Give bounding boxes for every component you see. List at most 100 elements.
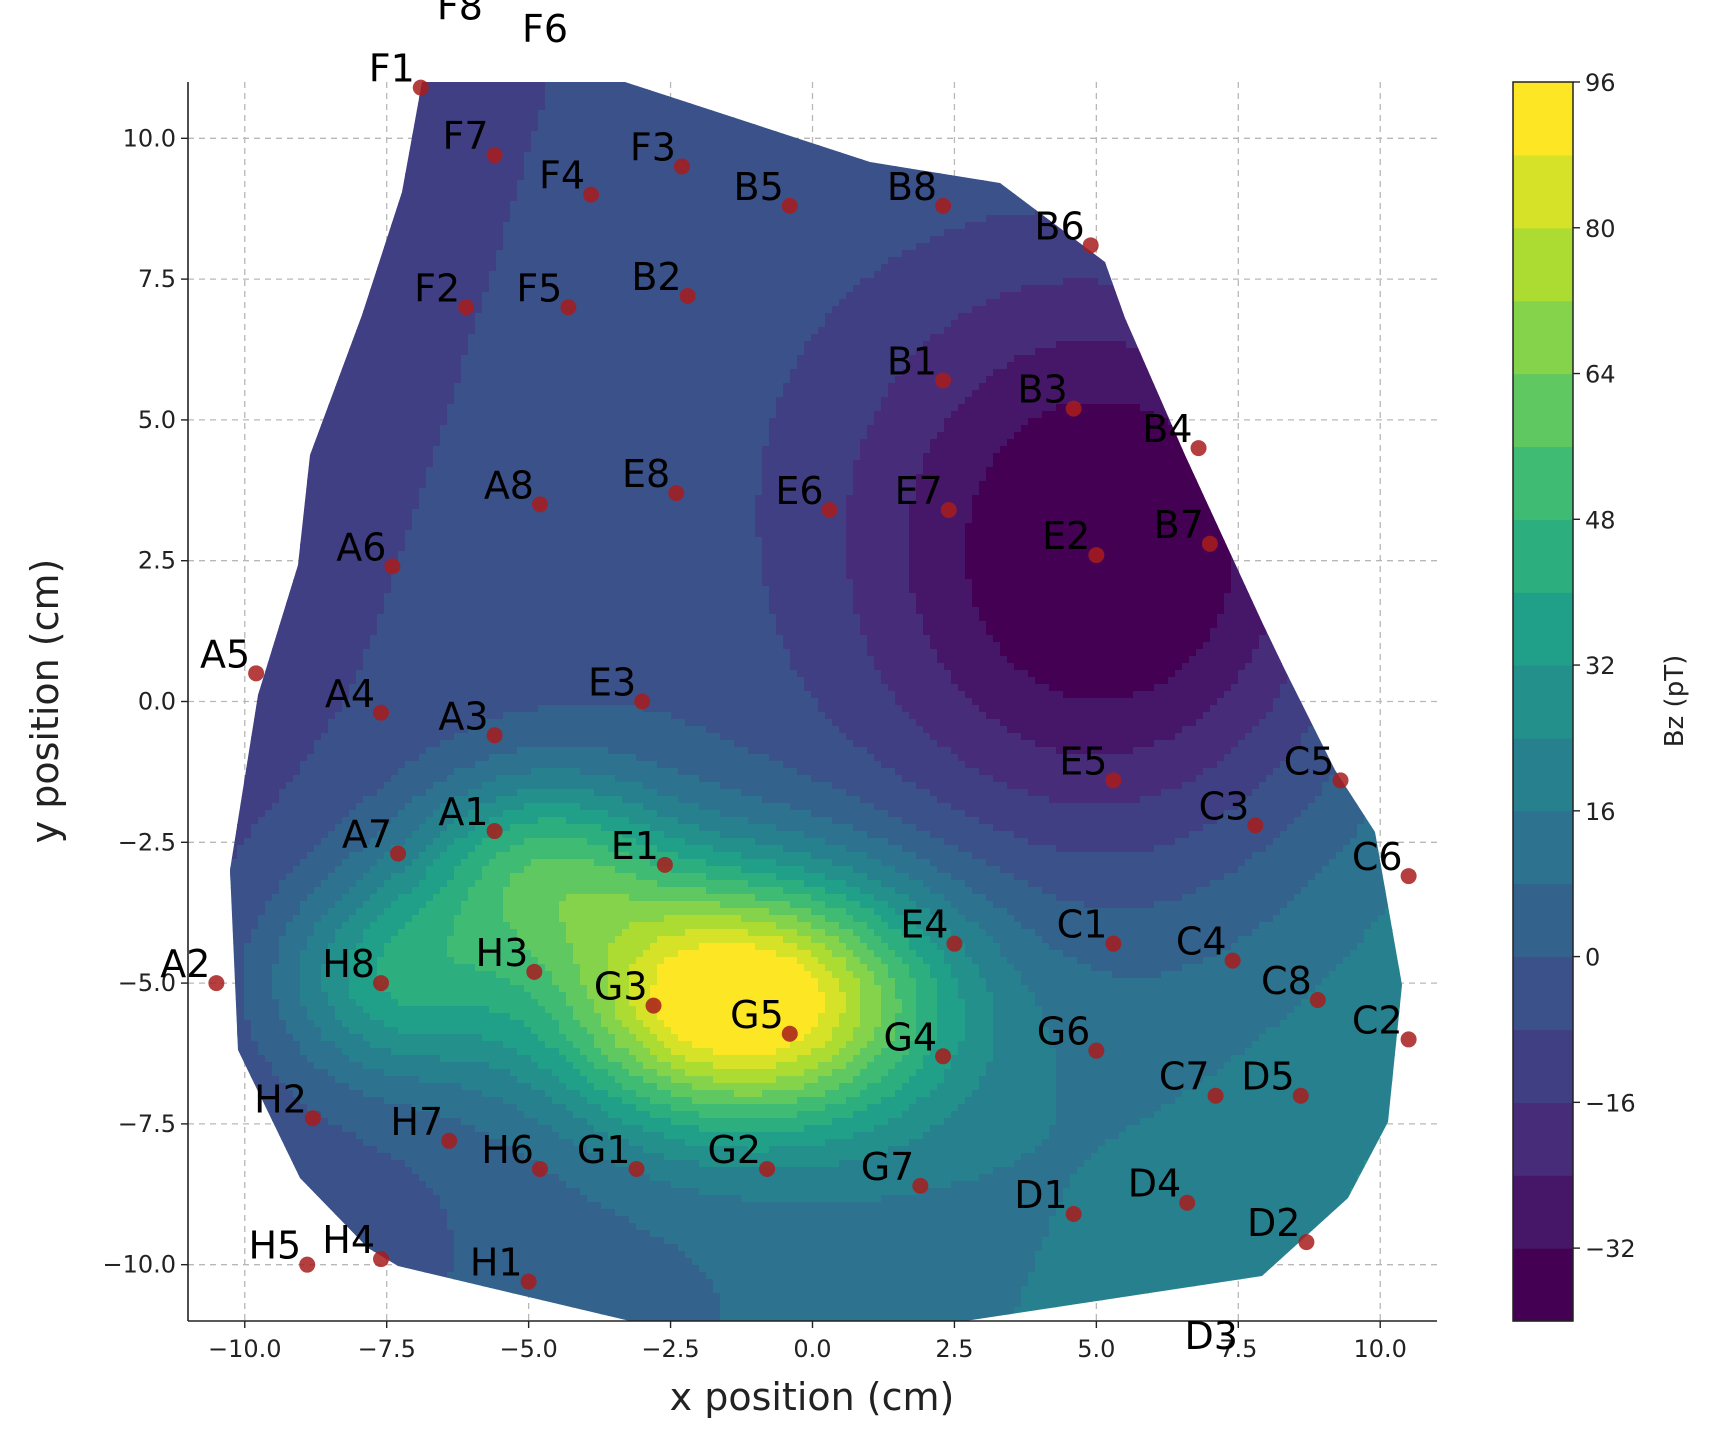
contour-cell [727, 236, 735, 244]
contour-cell [1420, 145, 1428, 153]
contour-cell [1133, 222, 1141, 230]
contour-cell [1007, 250, 1015, 258]
contour-cell [783, 110, 791, 118]
contour-cell [608, 173, 616, 181]
contour-cell [755, 187, 763, 195]
contour-cell [965, 215, 973, 223]
contour-cell [741, 243, 749, 251]
contour-cell [482, 124, 490, 132]
contour-cell [1126, 208, 1134, 216]
contour-cell [202, 117, 210, 125]
contour-cell [1133, 145, 1141, 153]
contour-cell [741, 138, 749, 146]
contour-cell [1427, 145, 1435, 153]
contour-cell [1378, 180, 1386, 188]
contour-cell [783, 215, 791, 223]
contour-cell [1028, 180, 1036, 188]
contour-cell [937, 166, 945, 174]
contour-cell [1077, 187, 1085, 195]
contour-cell [902, 96, 910, 104]
contour-cell [286, 145, 294, 153]
contour-cell [531, 194, 539, 202]
contour-cell [1210, 229, 1218, 237]
contour-cell [1336, 103, 1344, 111]
contour-cell [1231, 257, 1239, 265]
contour-cell [1392, 89, 1400, 97]
contour-cell [1049, 222, 1057, 230]
contour-cell [468, 152, 476, 160]
contour-cell [832, 215, 840, 223]
contour-cell [279, 208, 287, 216]
contour-cell [699, 89, 707, 97]
contour-cell [328, 124, 336, 132]
contour-cell [930, 236, 938, 244]
contour-cell [1427, 201, 1435, 209]
contour-cell [1245, 194, 1253, 202]
contour-cell [1189, 124, 1197, 132]
contour-cell [657, 145, 665, 153]
contour-cell [1427, 166, 1435, 174]
contour-cell [1413, 222, 1421, 230]
contour-cell [1238, 173, 1246, 181]
contour-cell [1077, 250, 1085, 258]
contour-cell [195, 103, 203, 111]
contour-cell [300, 250, 308, 258]
contour-cell [1196, 131, 1204, 139]
contour-cell [461, 159, 469, 167]
contour-cell [419, 208, 427, 216]
contour-cell [1392, 96, 1400, 104]
contour-cell [300, 131, 308, 139]
contour-cell [1336, 222, 1344, 230]
contour-cell [370, 159, 378, 167]
contour-cell [419, 124, 427, 132]
contour-cell [1252, 264, 1260, 272]
contour-cell [230, 103, 238, 111]
contour-cell [1126, 180, 1134, 188]
contour-cell [405, 138, 413, 146]
contour-cell [370, 96, 378, 104]
contour-cell [1077, 173, 1085, 181]
contour-cell [1189, 194, 1197, 202]
contour-cell [1119, 110, 1127, 118]
contour-cell [643, 159, 651, 167]
contour-cell [202, 89, 210, 97]
contour-cell [1252, 222, 1260, 230]
contour-cell [209, 271, 217, 279]
contour-cell [230, 243, 238, 251]
contour-cell [230, 110, 231, 118]
contour-cell [741, 236, 749, 244]
contour-cell [559, 166, 567, 174]
contour-cell [447, 194, 455, 202]
contour-cell [923, 187, 931, 195]
contour-cell [1042, 243, 1050, 251]
contour-cell [1280, 138, 1288, 146]
contour-cell [391, 180, 399, 188]
contour-cell [1042, 131, 1050, 139]
contour-cell [867, 145, 875, 153]
contour-cell [1294, 89, 1302, 97]
contour-cell [874, 159, 882, 167]
contour-cell [1042, 117, 1050, 125]
contour-cell [580, 201, 588, 209]
contour-cell [874, 96, 882, 104]
contour-cell [755, 208, 763, 216]
contour-cell [1000, 194, 1008, 202]
contour-cell [825, 250, 833, 258]
contour-cell [1294, 131, 1302, 139]
contour-cell [230, 271, 238, 279]
contour-cell [1413, 166, 1421, 174]
contour-cell [601, 96, 609, 104]
contour-cell [1105, 131, 1113, 139]
contour-cell [776, 110, 784, 118]
contour-cell [426, 236, 434, 244]
contour-cell [559, 82, 567, 90]
contour-cell [433, 194, 441, 202]
contour-cell [405, 250, 413, 258]
contour-cell [1259, 229, 1267, 237]
contour-cell [503, 124, 511, 132]
contour-cell [552, 271, 560, 279]
contour-cell [1084, 187, 1092, 195]
contour-cell [783, 271, 791, 279]
contour-cell [650, 124, 658, 132]
contour-cell [622, 173, 630, 181]
